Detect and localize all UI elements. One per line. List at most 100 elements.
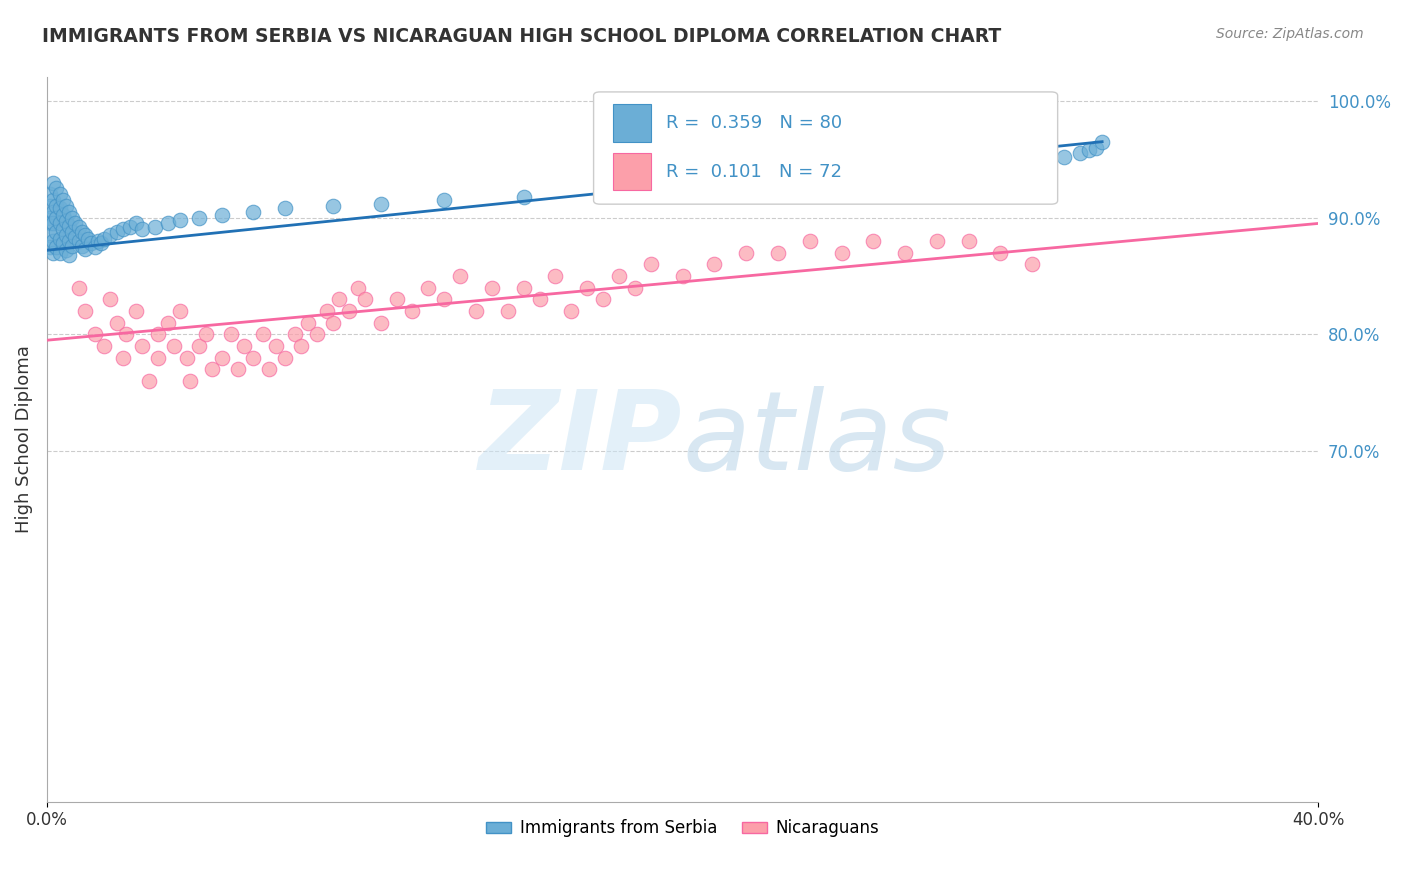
Point [347, 281, 370, 295]
Point [529, 293, 551, 307]
Point [201, 362, 224, 376]
Point [894, 169, 917, 184]
Point [449, 268, 471, 283]
Point [125, 304, 148, 318]
Point [45, 225, 67, 239]
Point [146, 327, 169, 342]
Text: Source: ZipAtlas.com: Source: ZipAtlas.com [1216, 27, 1364, 41]
Legend: Immigrants from Serbia, Nicaraguans: Immigrants from Serbia, Nicaraguans [479, 813, 886, 844]
Point [274, 201, 297, 215]
Point [42, 245, 65, 260]
Point [55, 214, 77, 228]
Y-axis label: High School Diploma: High School Diploma [15, 345, 32, 533]
Text: R =  0.101   N = 72: R = 0.101 N = 72 [666, 162, 842, 180]
Point [112, 351, 135, 365]
Point [607, 268, 630, 283]
Point [169, 213, 191, 227]
Point [671, 268, 693, 283]
Point [143, 219, 166, 234]
Point [65, 216, 87, 230]
Point [337, 304, 360, 318]
Point [894, 245, 917, 260]
Text: ZIP: ZIP [479, 386, 682, 493]
Point [156, 216, 179, 230]
Point [138, 374, 160, 388]
Point [70, 225, 93, 239]
Point [307, 327, 329, 342]
Point [315, 304, 337, 318]
Point [42, 176, 65, 190]
Point [1069, 146, 1091, 161]
FancyBboxPatch shape [613, 153, 651, 190]
Point [52, 208, 75, 222]
Point [1005, 158, 1028, 172]
Point [766, 245, 789, 260]
Point [1084, 140, 1107, 154]
Point [179, 374, 201, 388]
Point [48, 216, 70, 230]
Point [55, 228, 77, 243]
Point [55, 244, 77, 258]
Point [163, 339, 186, 353]
Point [115, 327, 138, 342]
Point [592, 293, 614, 307]
Point [60, 211, 83, 225]
FancyBboxPatch shape [593, 92, 1057, 204]
Point [60, 238, 83, 252]
Point [39, 240, 62, 254]
Point [42, 234, 65, 248]
Point [560, 304, 582, 318]
Point [100, 293, 122, 307]
Point [77, 232, 100, 246]
Point [188, 339, 211, 353]
Point [328, 293, 350, 307]
Point [87, 234, 110, 248]
Point [55, 199, 77, 213]
Point [297, 316, 319, 330]
Point [112, 222, 135, 236]
Point [284, 327, 307, 342]
Point [226, 362, 249, 376]
Point [146, 351, 169, 365]
Point [703, 257, 725, 271]
Point [242, 351, 264, 365]
Point [544, 268, 567, 283]
Point [465, 304, 488, 318]
Point [188, 211, 211, 225]
Point [1053, 150, 1076, 164]
Point [925, 234, 948, 248]
Point [83, 240, 105, 254]
Point [93, 339, 115, 353]
Point [703, 181, 725, 195]
Point [42, 193, 65, 207]
Point [1091, 135, 1114, 149]
Point [48, 201, 70, 215]
Point [67, 219, 90, 234]
Point [52, 236, 75, 251]
Point [481, 281, 503, 295]
Point [370, 316, 392, 330]
Text: IMMIGRANTS FROM SERBIA VS NICARAGUAN HIGH SCHOOL DIPLOMA CORRELATION CHART: IMMIGRANTS FROM SERBIA VS NICARAGUAN HIG… [42, 27, 1001, 45]
Point [105, 225, 128, 239]
Point [418, 281, 440, 295]
Point [169, 304, 191, 318]
Point [48, 232, 70, 246]
Point [496, 304, 519, 318]
Point [39, 211, 62, 225]
Point [862, 234, 884, 248]
Point [125, 216, 148, 230]
Point [90, 236, 112, 251]
Point [39, 228, 62, 243]
Point [52, 222, 75, 236]
Point [957, 234, 980, 248]
Point [233, 339, 256, 353]
Point [401, 304, 423, 318]
Point [624, 281, 647, 295]
Point [607, 187, 630, 202]
Point [211, 351, 233, 365]
Point [831, 245, 853, 260]
Point [58, 234, 80, 248]
Point [264, 339, 287, 353]
Point [58, 248, 80, 262]
Point [118, 219, 141, 234]
